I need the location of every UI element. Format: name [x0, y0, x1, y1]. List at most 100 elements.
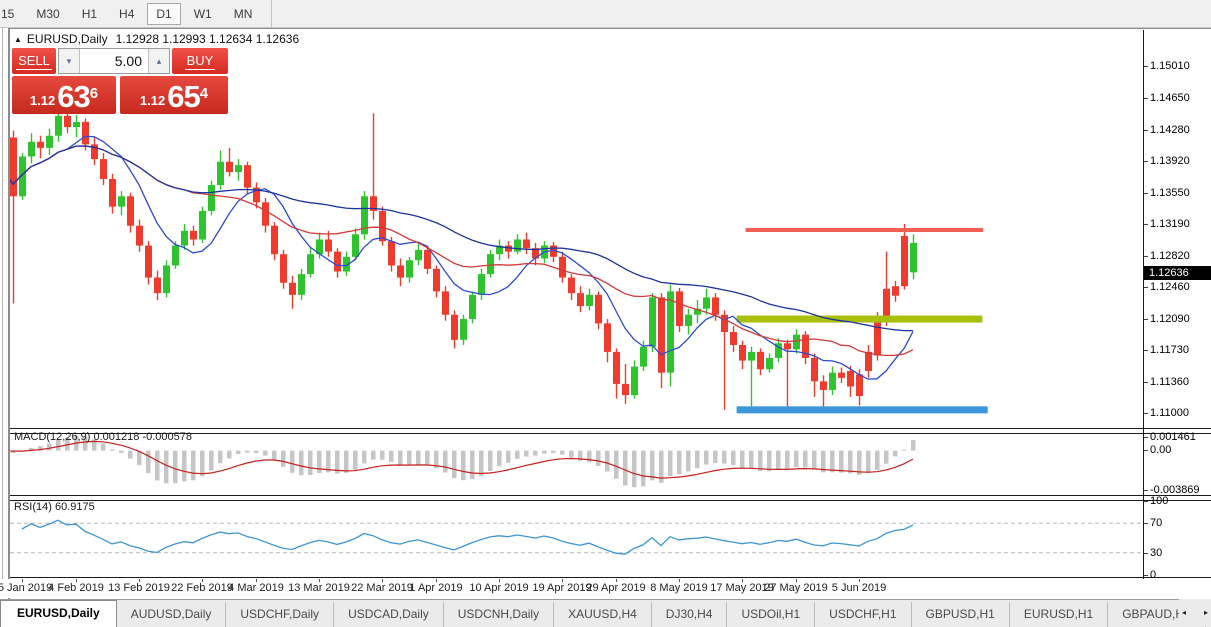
date-label: 13 Mar 2019: [288, 582, 350, 594]
resistance-line[interactable]: [745, 228, 984, 232]
date-tick: [859, 579, 860, 582]
date-label: 19 Apr 2019: [532, 582, 592, 594]
date-tick: [499, 579, 500, 582]
macd-pane-divider[interactable]: [10, 428, 1211, 434]
price-tick-1.13920: 1.13920: [1144, 154, 1190, 167]
price-axis-border: [1143, 30, 1144, 579]
macd-indicator-values: 0.001218 -0.000578: [93, 431, 192, 443]
price-tick-1.14650: 1.14650: [1144, 91, 1190, 104]
bid-price-pipette: 6: [89, 85, 99, 102]
candles-group: [10, 109, 917, 410]
timeframe-button-W1[interactable]: W1: [193, 6, 212, 21]
date-label: 5 Jun 2019: [831, 582, 887, 594]
chart-tab-eurusd-daily[interactable]: EURUSD,Daily: [0, 600, 117, 627]
chart-window: [8, 28, 1211, 599]
timeframe-button-D1[interactable]: D1: [147, 2, 181, 25]
horizontal-level-lines[interactable]: [736, 228, 988, 414]
date-label: 13 Feb 2019: [108, 582, 170, 594]
price-tick-1.12460: 1.12460: [1144, 280, 1190, 293]
chart-ohlc-values: 1.12928 1.12993 1.12634 1.12636: [115, 32, 300, 46]
date-tick: [436, 579, 437, 582]
buy-button-label: BUY: [184, 52, 216, 70]
timeframe-button-M30[interactable]: M30: [36, 6, 60, 21]
date-tick: [76, 579, 77, 582]
timeframe-button-15[interactable]: 15: [1, 6, 15, 21]
date-label: 29 Apr 2019: [586, 582, 646, 594]
date-tick: [202, 579, 203, 582]
bid-price-prefix: 1.12: [29, 93, 56, 108]
macd-indicator-label: MACD(12,26,9) 0.001218 -0.000578: [14, 431, 192, 443]
sell-button-label: SELL: [16, 52, 52, 70]
volume-input[interactable]: 5.00: [114, 53, 142, 69]
macd-signal-line: [10, 440, 914, 479]
rsi-indicator-label: RSI(14) 60.9175: [14, 501, 95, 513]
sell-button[interactable]: SELL: [12, 48, 56, 74]
date-label: 25 Jan 2019: [0, 582, 53, 594]
timeframe-button-MN[interactable]: MN: [233, 6, 253, 21]
chart-tab-usdcad-daily[interactable]: USDCAD,Daily: [334, 602, 444, 627]
support-line[interactable]: [736, 406, 988, 414]
date-label: 4 Mar 2019: [228, 582, 284, 594]
rsi-scale-30: 30: [1143, 546, 1163, 559]
ask-price-pipette: 4: [199, 85, 209, 102]
breakout-line[interactable]: [736, 315, 983, 323]
chart-title: ▲ EURUSD,Daily 1.12928 1.12993 1.12634 1.1…: [14, 32, 299, 46]
rsi-line: [21, 519, 914, 555]
chart-tab-usdchf-daily[interactable]: USDCHF,Daily: [226, 602, 335, 627]
price-tick-1.11360: 1.11360: [1144, 376, 1189, 389]
chart-tab-dj30-h4[interactable]: DJ30,H4: [652, 602, 728, 627]
price-tick-1.12090: 1.12090: [1144, 312, 1190, 325]
collapse-triangle-icon[interactable]: ▲: [14, 35, 22, 44]
buy-button[interactable]: BUY: [172, 48, 228, 74]
one-click-trade-panel: SELL ▾ 5.00 ▴ BUY 1.12 63 6 1.12 65 4: [12, 48, 228, 114]
price-tick-1.11730: 1.11730: [1144, 344, 1189, 357]
chart-tab-eurusd-h1[interactable]: EURUSD,H1: [1010, 602, 1109, 627]
timeframe-button-H1[interactable]: H1: [81, 6, 98, 21]
date-tick: [562, 579, 563, 582]
volume-decrease-button[interactable]: ▾: [59, 49, 80, 73]
price-tick-1.11000: 1.11000: [1144, 407, 1189, 420]
price-tick-1.12820: 1.12820: [1144, 249, 1190, 262]
ma-line-44: [10, 145, 913, 332]
chart-symbol-label: EURUSD,Daily: [26, 32, 108, 46]
ask-price-display[interactable]: 1.12 65 4: [120, 76, 228, 114]
chart-tab-usdchf-h1[interactable]: USDCHF,H1: [815, 602, 912, 627]
workspace-edge-line: [2, 28, 3, 598]
time-axis-border: [10, 577, 1211, 578]
date-tick: [319, 579, 320, 582]
toolbar-separator: [271, 0, 273, 27]
rsi-indicator-value: 60.9175: [54, 501, 95, 513]
date-label: 1 Apr 2019: [409, 582, 463, 594]
chart-tab-gbpusd-h1[interactable]: GBPUSD,H1: [912, 602, 1010, 627]
date-tick: [742, 579, 743, 582]
volume-increase-button[interactable]: ▴: [148, 49, 169, 73]
chart-tab-usdoil-h1[interactable]: USDOil,H1: [727, 602, 816, 627]
tab-scroll-left-icon[interactable]: ◂: [1182, 608, 1187, 617]
date-label: 4 Feb 2019: [48, 582, 104, 594]
bid-price-display[interactable]: 1.12 63 6: [12, 76, 116, 114]
tab-scroll-controls: ◂ ▸: [1179, 599, 1211, 626]
rsi-scale-70: 70: [1143, 517, 1163, 530]
chart-tab-audusd-daily[interactable]: AUDUSD,Daily: [117, 602, 227, 627]
timeframe-button-H4[interactable]: H4: [119, 6, 135, 21]
date-label: 22 Feb 2019: [171, 582, 233, 594]
macd-scale-top: 0.001461: [1144, 431, 1196, 443]
date-label: 27 May 2019: [764, 582, 828, 594]
price-tick-1.13550: 1.13550: [1144, 186, 1190, 199]
chart-tab-bar: EURUSD,Daily AUDUSD,Daily USDCHF,Daily USDC…: [0, 599, 1211, 627]
ask-price-main: 65: [167, 79, 200, 114]
ask-price-prefix: 1.12: [139, 93, 166, 108]
rsi-pane-divider[interactable]: [10, 495, 1211, 501]
moving-averages-group: [10, 135, 914, 380]
rsi-scale-100: 100: [1143, 495, 1169, 507]
chart-tab-xauusd-h4[interactable]: XAUUSD,H4: [554, 602, 652, 627]
date-tick: [796, 579, 797, 582]
current-price-badge: 1.12636: [1144, 265, 1211, 280]
tab-scroll-right-icon[interactable]: ▸: [1203, 608, 1208, 617]
macd-scale-zero: 0.00: [1143, 443, 1172, 456]
chart-tab-usdcnh-daily[interactable]: USDCNH,Daily: [444, 602, 555, 627]
price-tick-1.13190: 1.13190: [1144, 217, 1190, 230]
date-label: 8 May 2019: [650, 582, 708, 594]
